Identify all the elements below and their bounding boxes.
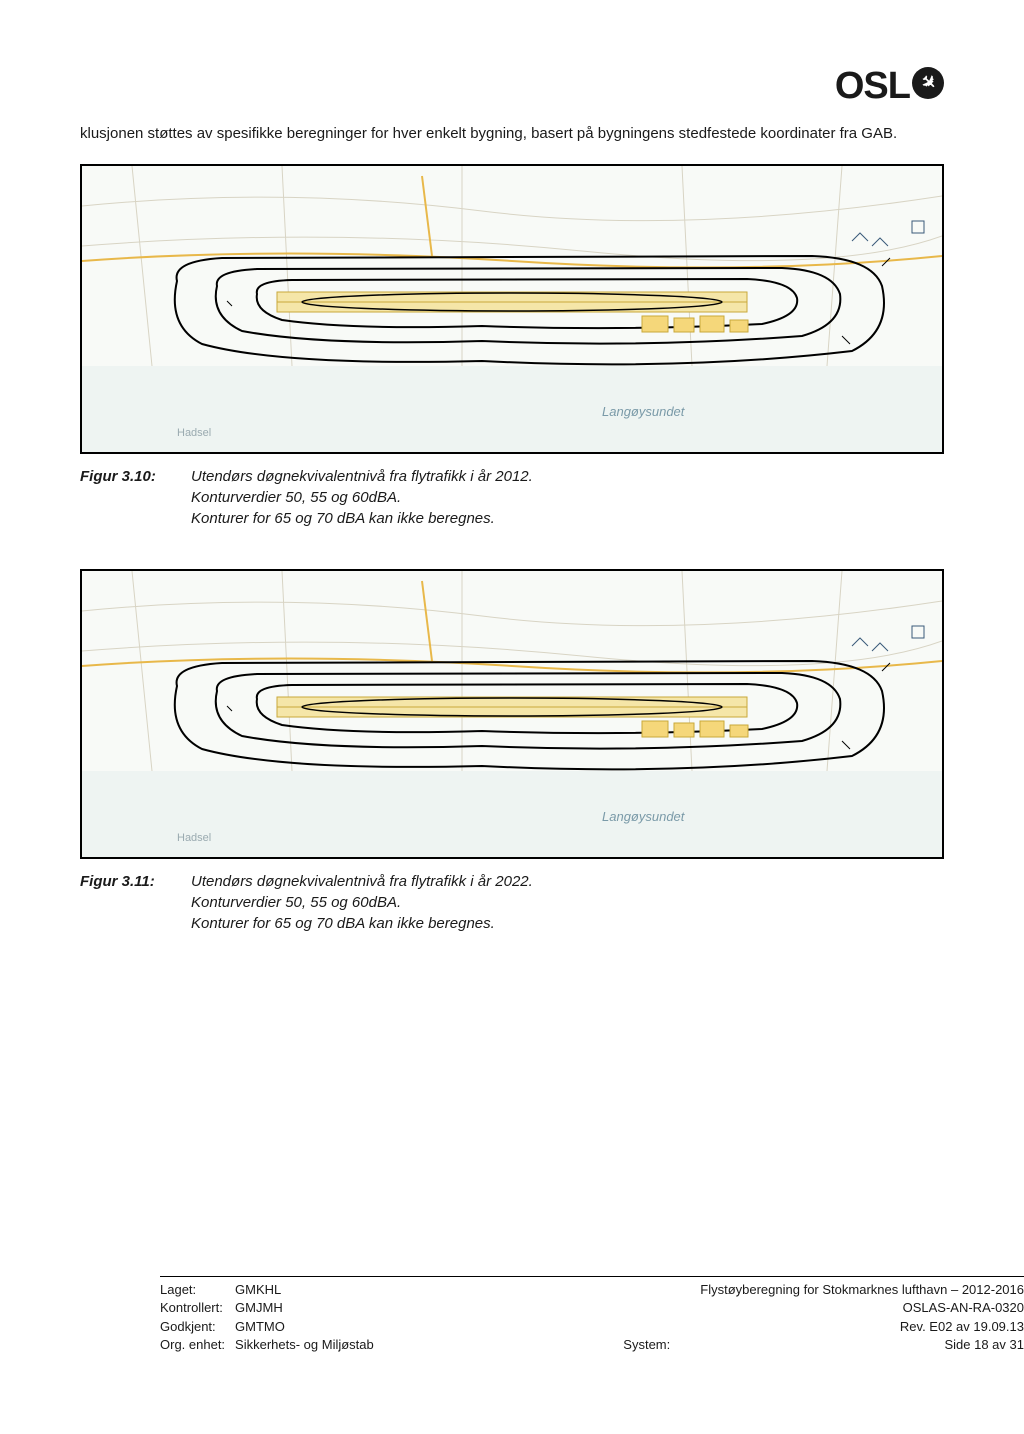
page-footer: Laget: Kontrollert: Godkjent: Org. enhet… [160, 1276, 1024, 1354]
footer-label: Org. enhet: [160, 1336, 225, 1354]
figure-3-10-map: Hadsel Langøysundet [80, 164, 944, 454]
footer-value: GMJMH [235, 1299, 374, 1317]
oslo-logo: OSL ✈ [835, 60, 944, 113]
svg-text:Hadsel: Hadsel [177, 832, 211, 844]
footer-right-line: OSLAS-AN-RA-0320 [700, 1299, 1024, 1317]
header-logo-row: OSL ✈ [80, 60, 944, 113]
footer-right-line: Flystøyberegning for Stokmarknes lufthav… [700, 1281, 1024, 1299]
footer-value: GMKHL [235, 1281, 374, 1299]
footer-label: Godkjent: [160, 1318, 225, 1336]
logo-text: OSL [835, 60, 910, 113]
figure-3-11-map: Hadsel Langøysundet [80, 569, 944, 859]
figure-3-10-name: Figur 3.10: [80, 466, 175, 529]
footer-label: Laget: [160, 1281, 225, 1299]
logo-plane-icon: ✈ [912, 67, 944, 99]
figure-3-11-name: Figur 3.11: [80, 871, 175, 934]
footer-value: GMTMO [235, 1318, 374, 1336]
footer-left-labels: Laget: Kontrollert: Godkjent: Org. enhet… [160, 1281, 225, 1354]
footer-right-line: Rev. E02 av 19.09.13 [700, 1318, 1024, 1336]
figure-3-11-caption-row: Figur 3.11: Utendørs døgnekvivalentnivå … [80, 871, 944, 934]
footer-right: Flystøyberegning for Stokmarknes lufthav… [700, 1281, 1024, 1354]
figure-3-10-caption-row: Figur 3.10: Utendørs døgnekvivalentnivå … [80, 466, 944, 529]
footer-left-values: GMKHL GMJMH GMTMO Sikkerhets- og Miljøst… [235, 1281, 374, 1354]
footer-system-label: System: [623, 1336, 670, 1354]
figure-3-10-caption: Utendørs døgnekvivalentnivå fra flytrafi… [191, 466, 533, 529]
svg-text:Langøysundet: Langøysundet [602, 809, 686, 824]
map-label-right: Langøysundet [602, 404, 686, 419]
map-label-left: Hadsel [177, 427, 211, 439]
figure-3-11-caption: Utendørs døgnekvivalentnivå fra flytrafi… [191, 871, 533, 934]
footer-value: Sikkerhets- og Miljøstab [235, 1336, 374, 1354]
footer-right-line: Side 18 av 31 [700, 1336, 1024, 1354]
intro-paragraph: klusjonen støttes av spesifikke beregnin… [80, 123, 944, 144]
footer-label: Kontrollert: [160, 1299, 225, 1317]
